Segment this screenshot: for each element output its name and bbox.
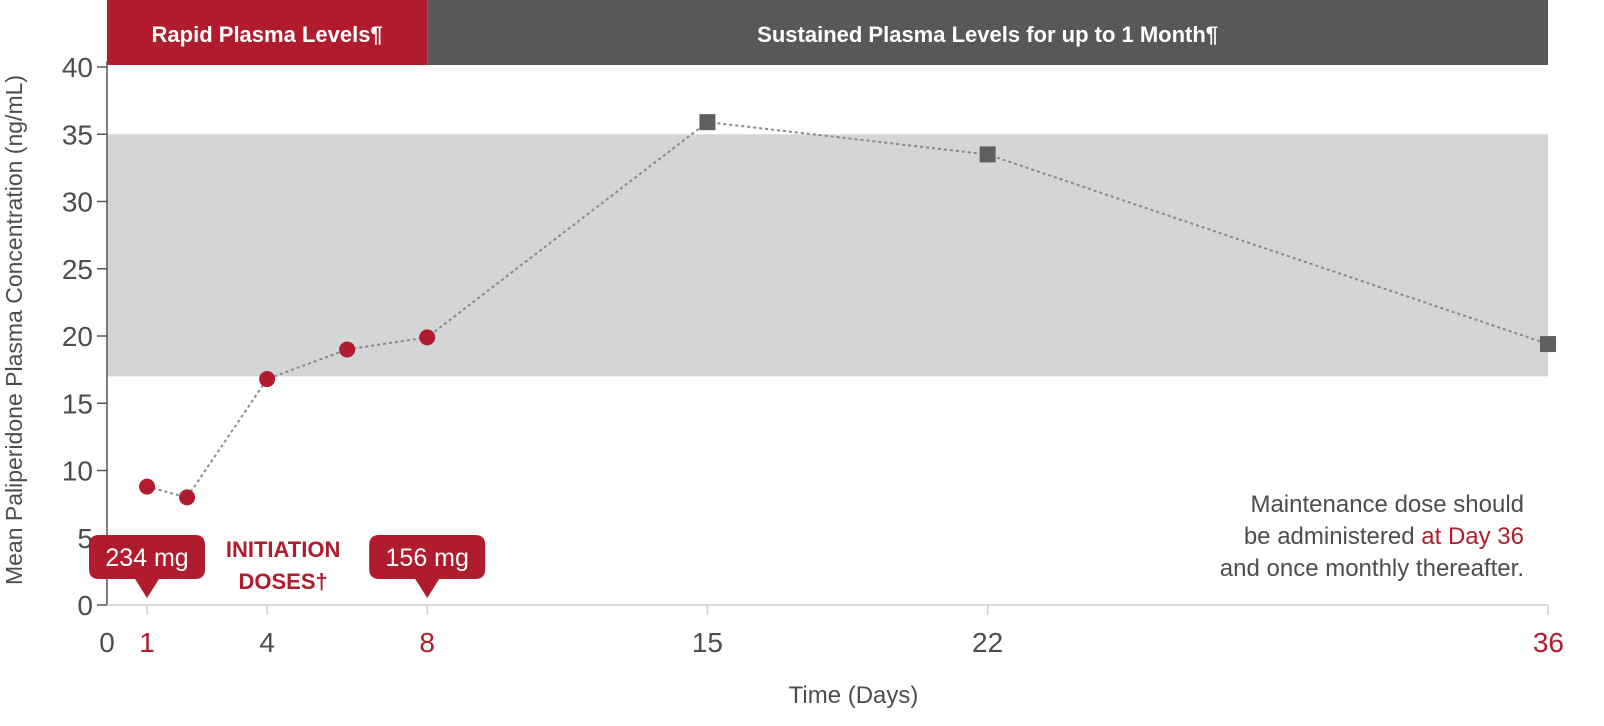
y-tick-label: 20 (62, 321, 93, 352)
y-tick-label: 0 (77, 590, 93, 621)
x-tick-label: 8 (419, 627, 435, 658)
dose-label-156: 156 mg (386, 544, 469, 572)
y-tick-label: 10 (62, 456, 93, 487)
dose-callout-2: 156 mg (369, 535, 486, 598)
x-tick-label: 4 (259, 627, 275, 658)
series-connector-line (146, 121, 1549, 499)
callout-bubble (89, 535, 206, 598)
maintenance-note-line1: Maintenance dose should (1250, 491, 1524, 518)
y-tick-label: 15 (62, 388, 93, 419)
callout-bubble (369, 535, 486, 598)
data-point-circle (139, 478, 156, 495)
header-sustained-label: Sustained Plasma Levels for up to 1 Mont… (757, 22, 1218, 47)
data-point-circle (419, 329, 436, 346)
data-series (139, 114, 1556, 506)
note-line2-prefix: be administered (1244, 523, 1421, 550)
y-tick-label: 40 (62, 52, 93, 83)
y-tick-label: 30 (62, 187, 93, 218)
dose-callout-1: 234 mg (89, 535, 206, 598)
data-point-circle (339, 341, 356, 358)
y-axis-label: Mean Paliperidone Plasma Concentration (… (1, 75, 27, 585)
maintenance-note-line2: be administered at Day 36 (1244, 523, 1524, 550)
shaded-band (107, 134, 1548, 377)
x-tick-label: 36 (1533, 627, 1564, 658)
note-day36-highlight: at Day 36 (1421, 523, 1524, 550)
header-sustained-bar (427, 0, 1549, 65)
header-rapid-bar (107, 0, 428, 65)
x-tick-label: 15 (692, 627, 723, 658)
x-axis-label: Time (Days) (789, 682, 919, 709)
y-tick-label: 35 (62, 119, 93, 150)
data-point-square (979, 146, 996, 163)
x-tick-label: 22 (972, 627, 1003, 658)
data-point-circle (259, 371, 276, 388)
header-rapid-label: Rapid Plasma Levels¶ (152, 22, 383, 47)
dose-label-234: 234 mg (105, 544, 188, 572)
maintenance-note-line3: and once monthly thereafter. (1220, 555, 1524, 582)
data-point-square (1540, 336, 1556, 353)
y-tick-label: 25 (62, 254, 93, 285)
data-point-square (699, 114, 716, 131)
data-point-circle (179, 489, 196, 506)
x-tick-label: 0 (99, 627, 115, 658)
initiation-label-line2: DOSES† (238, 569, 327, 594)
initiation-label-line1: INITIATION (226, 537, 340, 562)
x-tick-label: 1 (139, 627, 155, 658)
